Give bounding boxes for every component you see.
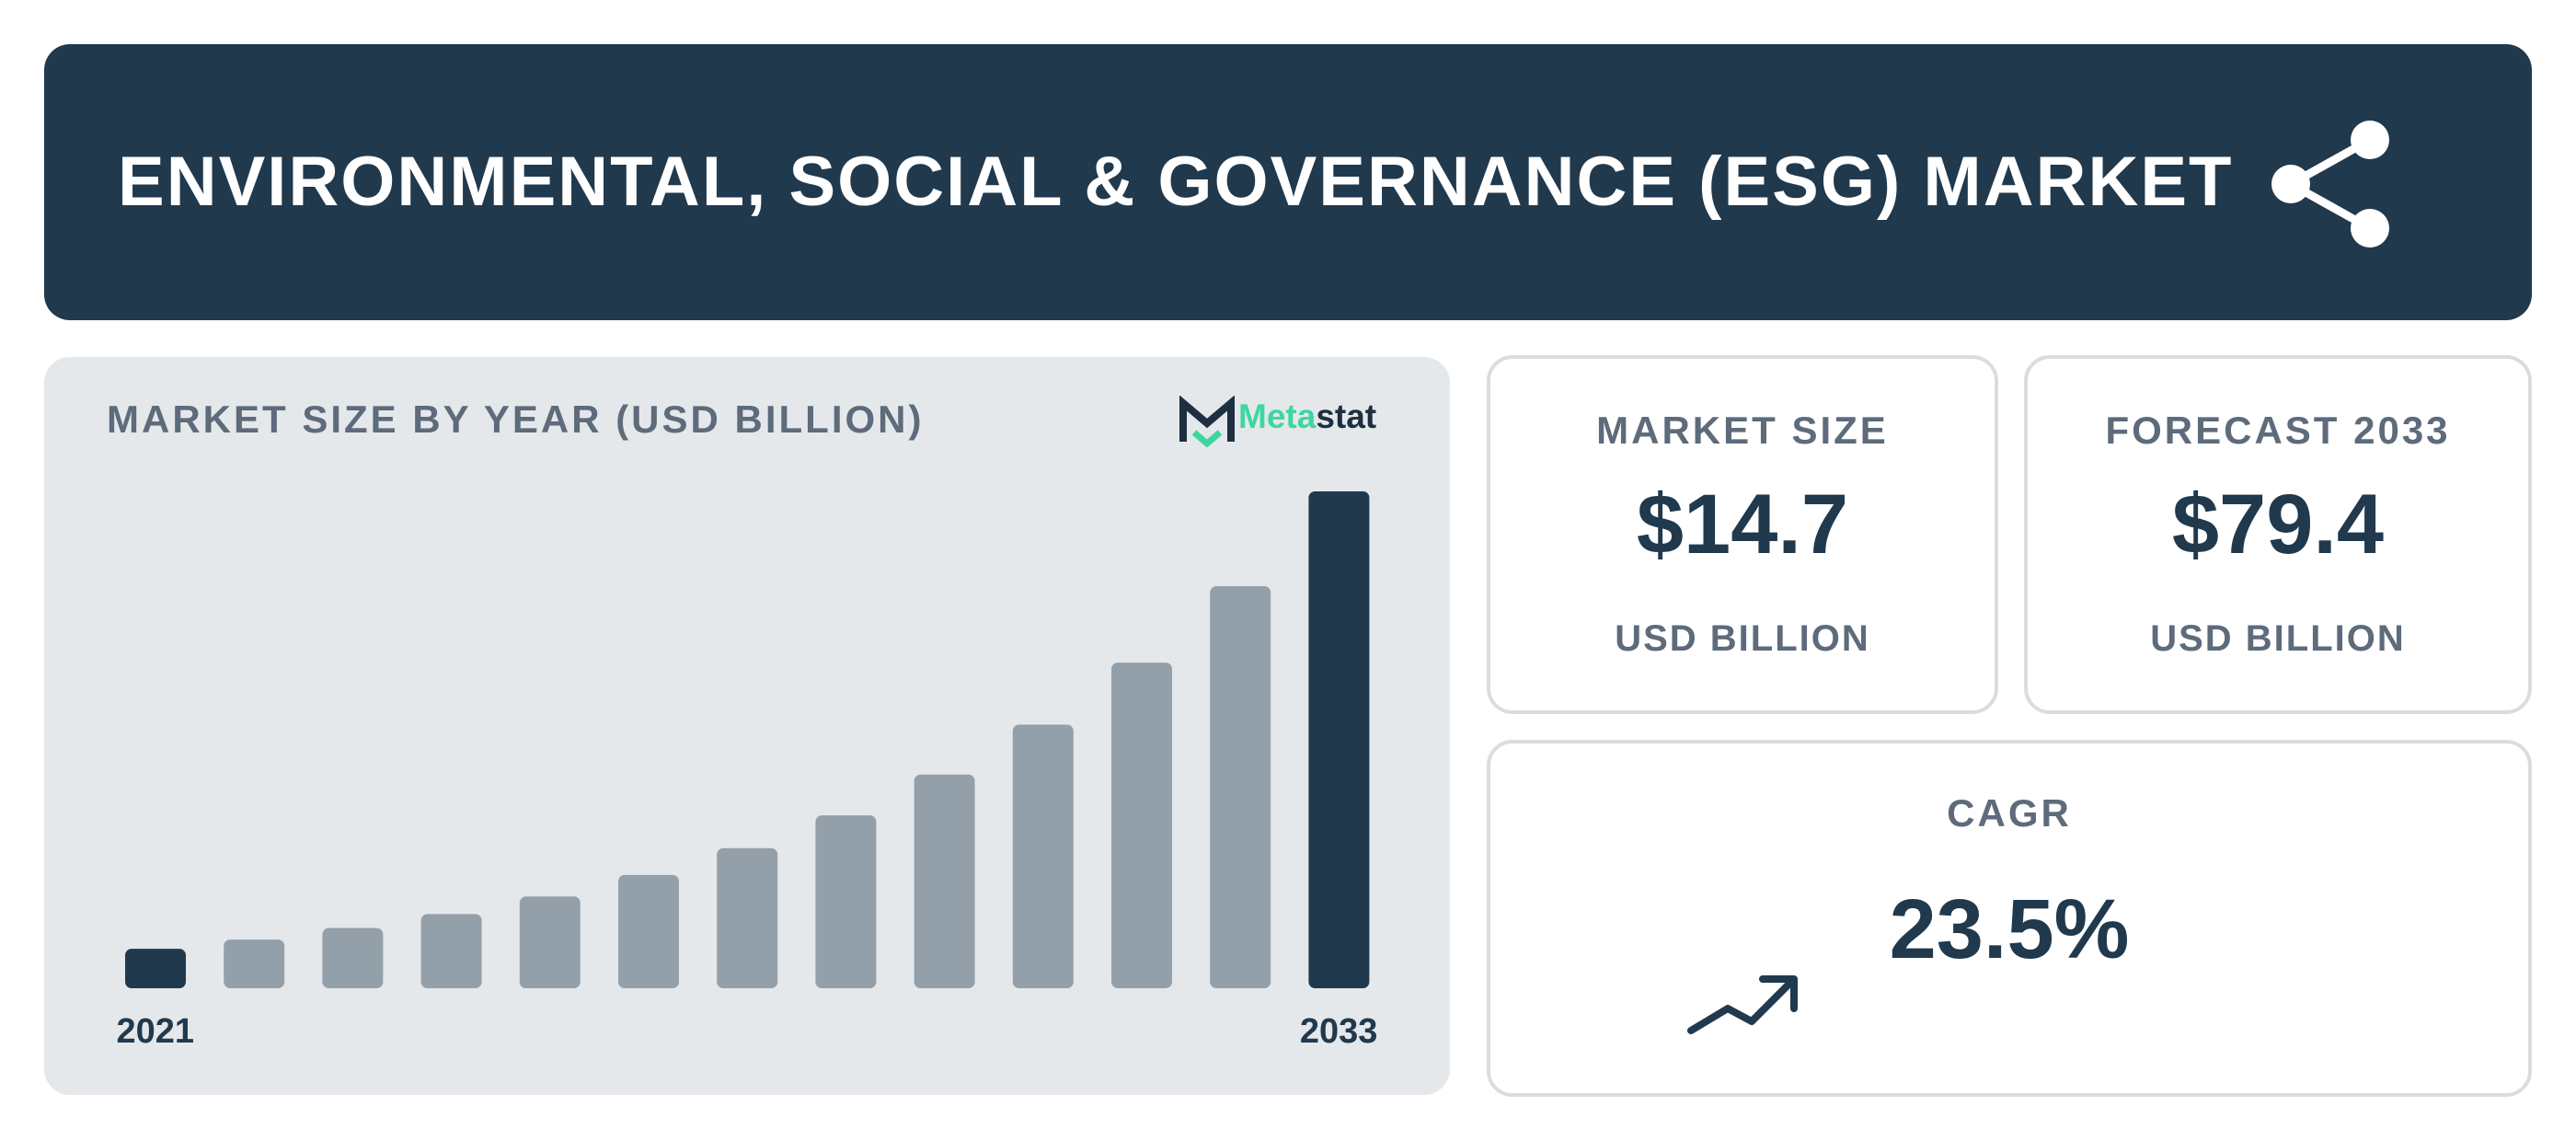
chart-panel: MARKET SIZE BY YEAR (USD BILLION) Metast…: [44, 357, 1450, 1095]
metastat-logo: Metastat: [1178, 394, 1417, 449]
bar-2028: [815, 815, 877, 988]
bar-2023: [322, 928, 384, 988]
market-size-card: MARKET SIZE $14.7 USD BILLION: [1487, 355, 1998, 714]
bar-2025: [519, 896, 581, 988]
cagr-label: CAGR: [1947, 791, 2072, 835]
bar-2029: [914, 774, 975, 988]
forecast-label: FORECAST 2033: [2105, 409, 2451, 452]
bar-2031: [1111, 663, 1172, 988]
trend-up-icon: [1687, 975, 1798, 1034]
logo-text: Metastat: [1238, 398, 1376, 436]
bar-2026: [618, 874, 679, 988]
market-size-unit: USD BILLION: [1615, 618, 1870, 659]
cagr-card: CAGR 23.5%: [1487, 740, 2532, 1097]
page-title: ENVIRONMENTAL, SOCIAL & GOVERNANCE (ESG)…: [118, 143, 2234, 221]
forecast-value: $79.4: [2171, 478, 2385, 571]
bar-chart: [125, 491, 1370, 988]
x-tick-label-last: 2033: [1299, 1012, 1378, 1051]
logo-text-stat: stat: [1316, 398, 1377, 435]
header-banner: ENVIRONMENTAL, SOCIAL & GOVERNANCE (ESG)…: [44, 44, 2532, 320]
share-icon[interactable]: [2271, 120, 2399, 248]
forecast-unit: USD BILLION: [2150, 618, 2406, 659]
logo-text-meta: Meta: [1238, 398, 1317, 435]
market-size-value: $14.7: [1636, 478, 1849, 571]
cagr-value: 23.5%: [1889, 882, 2130, 976]
chart-title: MARKET SIZE BY YEAR (USD BILLION): [107, 398, 925, 441]
bar-2022: [224, 939, 285, 988]
metastat-logo-icon: [1179, 396, 1235, 447]
bar-2024: [420, 914, 482, 988]
x-tick-label-first: 2021: [116, 1012, 195, 1051]
bar-2021: [125, 949, 186, 988]
bar-2033: [1308, 491, 1370, 988]
bar-2032: [1210, 585, 1271, 988]
market-size-label: MARKET SIZE: [1596, 409, 1889, 452]
forecast-card: FORECAST 2033 $79.4 USD BILLION: [2024, 355, 2532, 714]
bar-2030: [1012, 724, 1074, 988]
bar-2027: [717, 847, 778, 988]
